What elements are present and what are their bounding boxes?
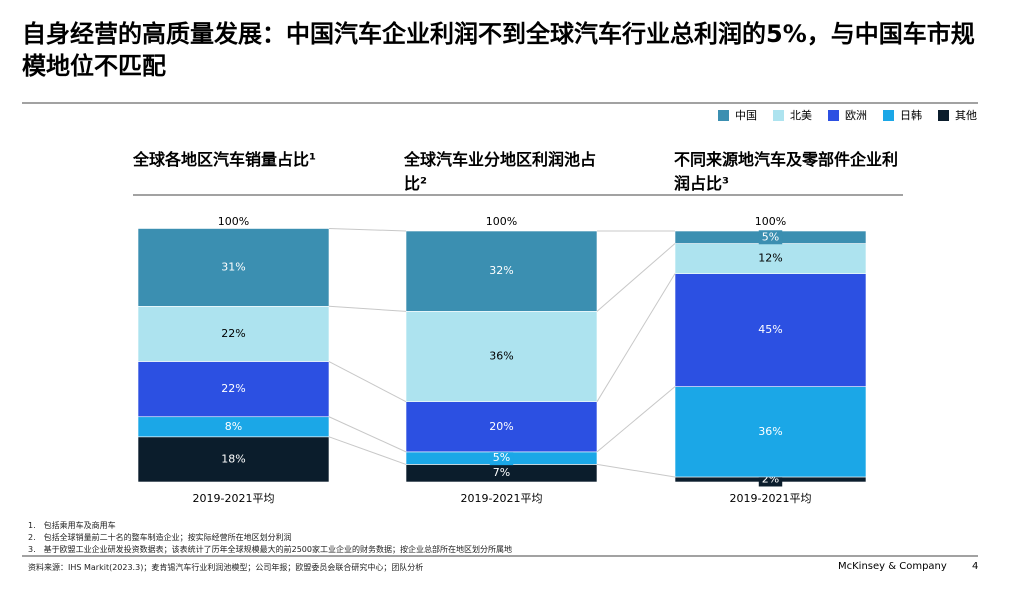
data-label: 12% (758, 252, 782, 265)
data-label: 18% (221, 452, 245, 465)
data-label: 32% (489, 264, 513, 277)
data-label: 45% (758, 323, 782, 336)
legend-swatch (828, 110, 839, 121)
x-tick-label: 2019-2021平均 (193, 492, 275, 505)
connector (596, 243, 676, 312)
legend-swatch (773, 110, 784, 121)
bar-segment (674, 243, 867, 274)
footnote: 1. 包括乘用车及商用车 (28, 521, 116, 530)
connector (328, 416, 407, 453)
x-tick-label: 2019-2021平均 (461, 492, 543, 505)
total-label: 100% (218, 215, 249, 228)
connector (596, 273, 676, 402)
data-label: 36% (758, 425, 782, 438)
data-label: 20% (489, 420, 513, 433)
data-label: 5% (762, 230, 779, 243)
connector (328, 436, 407, 465)
bar-segment (137, 436, 330, 483)
connector (328, 361, 407, 403)
bar-segment (405, 311, 598, 402)
panel-title: 全球各地区汽车销量占比¹ (133, 150, 317, 169)
bar-segment (674, 273, 867, 387)
bar-segment (405, 401, 598, 453)
footnote: 3. 基于欧盟工业企业研发投资数据表；该表统计了历年全球规模最大的前2500家工… (28, 545, 512, 554)
legend-label: 其他 (955, 109, 977, 122)
data-label: 7% (493, 466, 510, 479)
page-number: 4 (972, 561, 979, 572)
connector (596, 386, 676, 453)
data-label: 22% (221, 327, 245, 340)
bar-segment (137, 305, 330, 362)
legend-label: 中国 (735, 109, 757, 122)
total-label: 100% (755, 215, 786, 228)
panel-title: 不同来源地汽车及零部件企业利润占比³ (674, 150, 899, 193)
footnote: 2. 包括全球销量前二十名的整车制造企业；按实际经营所在地区划分利润 (28, 533, 292, 542)
connector (596, 463, 676, 478)
data-label: 31% (221, 260, 245, 273)
total-label: 100% (486, 215, 517, 228)
legend-swatch (718, 110, 729, 121)
bar-segment (674, 386, 867, 478)
legend-swatch (883, 110, 894, 121)
brand: McKinsey & Company (838, 561, 947, 572)
source: 资料来源：IHS Markit(2023.3)；麦肯锡汽车行业利润池模型；公司年… (28, 563, 424, 572)
data-label: 5% (493, 451, 510, 464)
legend-swatch (938, 110, 949, 121)
panel-title: 全球汽车业分地区利润池占比² (404, 150, 597, 193)
connector (328, 227, 407, 232)
x-tick-label: 2019-2021平均 (730, 492, 812, 505)
connector (328, 305, 407, 312)
legend-label: 日韩 (900, 108, 922, 122)
label-background (758, 230, 783, 245)
bar-segment (405, 230, 598, 312)
data-label: 22% (221, 382, 245, 395)
data-label: 8% (225, 420, 242, 433)
bar-segment (137, 228, 330, 307)
data-label: 36% (489, 350, 513, 363)
legend-label: 欧洲 (845, 109, 867, 122)
label-background (489, 451, 514, 466)
slide-title: 自身经营的高质量发展：中国汽车企业利润不到全球汽车行业总利润的5%，与中国车市规… (22, 20, 975, 80)
legend-label: 北美 (790, 109, 812, 122)
